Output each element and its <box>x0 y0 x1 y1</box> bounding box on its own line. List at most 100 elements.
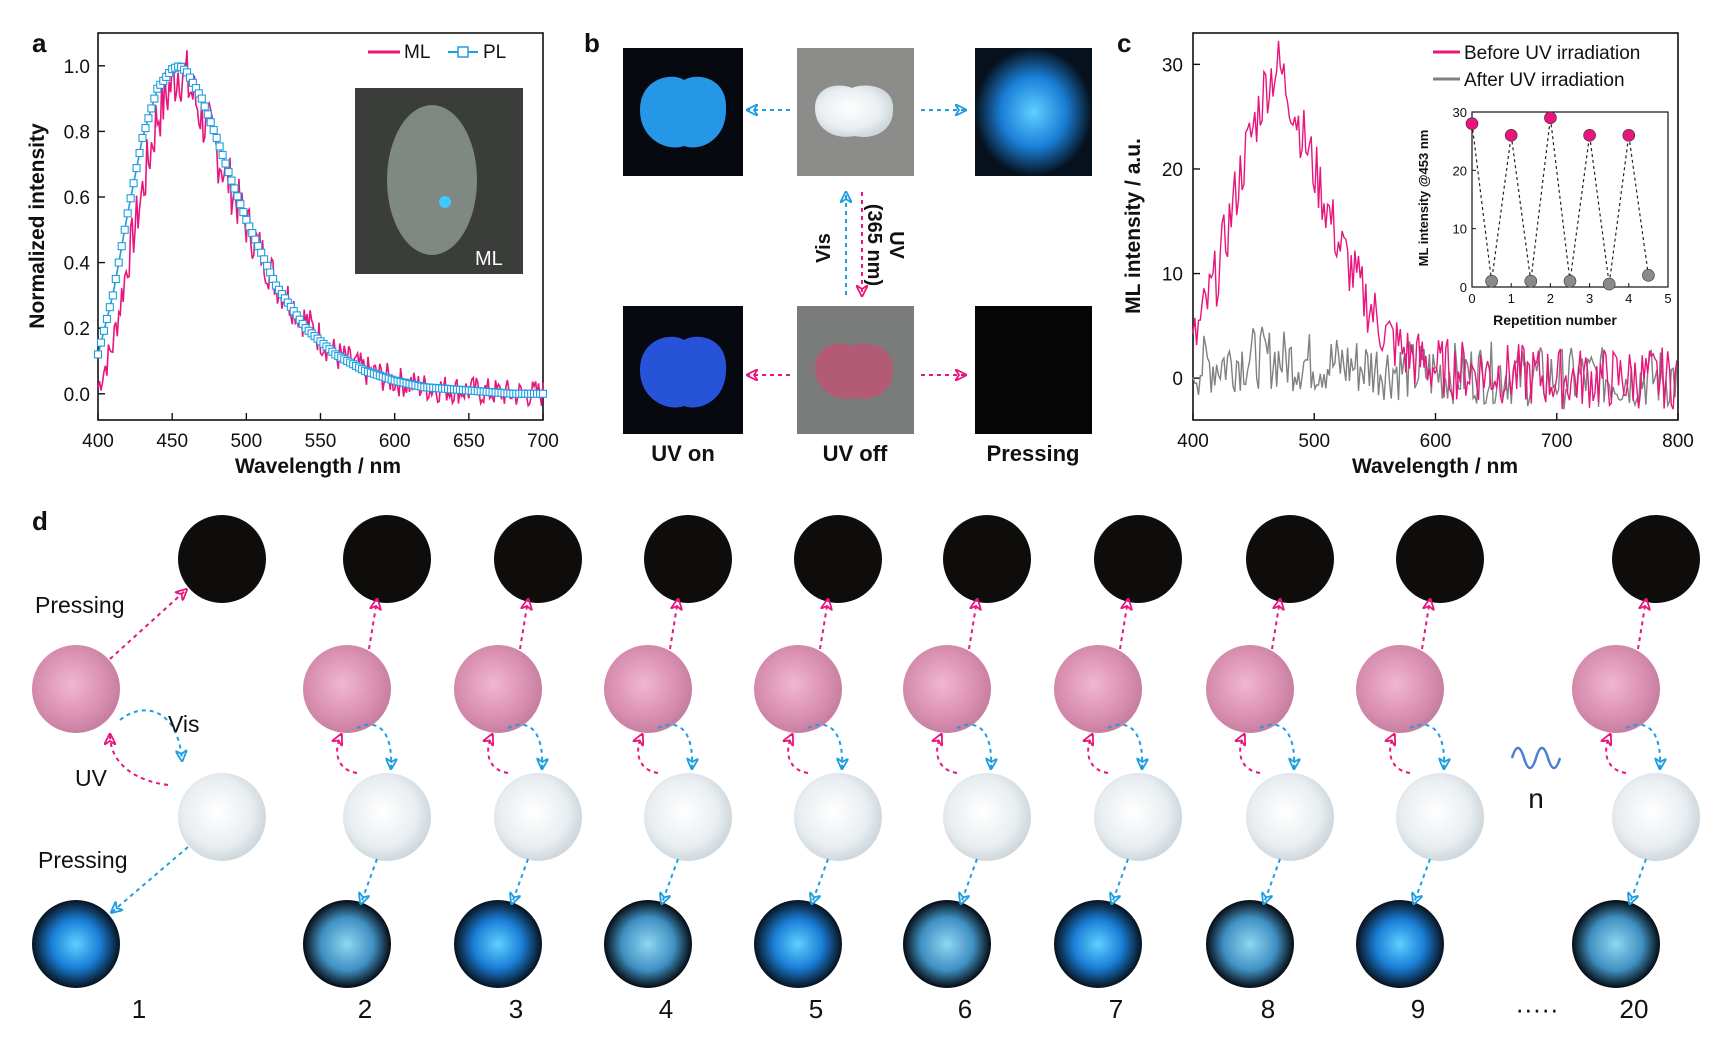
arrow-uv-loop <box>337 735 358 774</box>
inset-point <box>1563 274 1577 288</box>
inset-c-frame <box>1471 111 1669 288</box>
x-tick-label: 400 <box>82 431 114 452</box>
pl-point <box>230 184 239 193</box>
arrow-uv-loop <box>1240 735 1261 774</box>
ml-glow-circle <box>32 900 120 988</box>
white-crystal-circle <box>943 773 1031 861</box>
inset-point <box>1602 277 1616 291</box>
legend-before-label: Before UV irradiation <box>1464 43 1640 64</box>
cycle-number: 6 <box>958 994 972 1024</box>
pink-crystal-circle <box>754 645 842 733</box>
white-crystal-circle <box>343 773 431 861</box>
pl-point <box>96 338 106 347</box>
pl-point <box>206 118 215 127</box>
y-tick-label: 0.2 <box>64 319 90 340</box>
arrow-pressing-up <box>1271 600 1280 650</box>
dark-circle <box>178 515 266 603</box>
dark-circle <box>1246 515 1334 603</box>
pink-crystal-circle <box>1054 645 1142 733</box>
pl-point <box>236 200 245 209</box>
dark-circle <box>494 515 582 603</box>
arrow-pressing-top <box>109 590 186 660</box>
pl-point <box>224 168 233 177</box>
chart-c-xlabel: Wavelength / nm <box>1352 455 1518 478</box>
pl-point <box>141 124 150 133</box>
legend-after-label: After UV irradiation <box>1464 70 1625 91</box>
pl-point <box>538 389 548 398</box>
cycle-number: 3 <box>509 994 523 1024</box>
white-crystal-circle <box>1612 773 1700 861</box>
inset-point <box>1544 111 1557 125</box>
arrow-vis-loop <box>956 723 991 768</box>
wave-icon <box>1510 746 1562 770</box>
photo-pressing-bottom <box>975 306 1092 434</box>
inset-x-tick-label: 0 <box>1468 291 1475 306</box>
y-tick-label: 30 <box>1162 55 1183 76</box>
inset-y-tick-label: 20 <box>1453 163 1467 178</box>
pl-point <box>203 110 212 119</box>
white-crystal-circle <box>1094 773 1182 861</box>
pl-point <box>268 274 278 284</box>
pl-point <box>93 350 103 359</box>
pl-point <box>120 225 129 234</box>
chart-a: 400 450 500 550 600 650 7000.00.20.40.60.81.0 … <box>26 32 559 478</box>
inset-c-ylabel: ML intensity @453 nm <box>1416 130 1431 267</box>
inset-point <box>1524 274 1538 288</box>
arrow-uv-loop <box>488 735 509 774</box>
pink-crystal-circle <box>32 645 120 733</box>
arrow-vis-loop <box>807 723 842 768</box>
cycle-number: 7 <box>1109 994 1123 1024</box>
inset-point <box>1583 129 1596 142</box>
inset-x-tick-label: 3 <box>1586 291 1593 306</box>
inset-label: ML <box>475 248 503 270</box>
pl-point <box>105 303 114 312</box>
crystal-white-top <box>815 85 894 137</box>
cycle-number: 9 <box>1411 994 1425 1024</box>
pl-point <box>266 268 275 277</box>
arrow-pressing-up <box>519 600 528 650</box>
white-crystal-circle <box>494 773 582 861</box>
inset-crystal <box>387 105 477 255</box>
legend-pl-marker <box>457 46 469 58</box>
series-before-line <box>1192 40 1678 410</box>
dark-circle <box>1094 515 1182 603</box>
arrow-pressing-down <box>1414 858 1431 903</box>
pl-point <box>218 150 227 160</box>
panel-label-d: d <box>32 506 48 536</box>
y-tick-label: 10 <box>1162 265 1183 286</box>
pl-point <box>102 314 111 324</box>
cycle-number: 2 <box>358 994 372 1024</box>
white-crystal-circle <box>178 773 266 861</box>
arrow-pressing-up <box>819 600 828 650</box>
crystal-blue-top <box>640 76 727 148</box>
pink-crystal-circle <box>1206 645 1294 733</box>
arrow-pressing-up <box>968 600 977 650</box>
pl-point <box>257 248 266 257</box>
y-tick-label: 0 <box>1172 369 1183 390</box>
pl-point <box>114 258 123 267</box>
label-vis-d: Vis <box>168 711 200 737</box>
panel-label-c: c <box>1117 28 1131 58</box>
arrow-pressing-down <box>662 858 679 903</box>
inset-blue-spot <box>439 196 451 208</box>
inset-x-tick-label: 5 <box>1664 291 1671 306</box>
label-uv-on: UV on <box>651 441 715 466</box>
crystal-pink-bottom <box>815 343 894 399</box>
y-tick-label: 0.4 <box>64 254 91 275</box>
label-uv-d: UV <box>75 765 108 791</box>
inset-c-xlabel: Repetition number <box>1493 312 1617 328</box>
pl-point <box>117 242 126 251</box>
cycle-number: 8 <box>1261 994 1275 1024</box>
ml-glow-circle <box>1054 900 1142 988</box>
pl-point <box>248 229 257 238</box>
pl-point <box>135 148 144 158</box>
inset-point <box>1622 129 1636 142</box>
pl-point <box>227 176 236 185</box>
ml-glow-circle <box>1572 900 1660 988</box>
ml-glow-circle <box>604 900 692 988</box>
arrow-uv-loop <box>788 735 809 774</box>
pl-point <box>209 126 218 135</box>
ml-glow-circle <box>903 900 991 988</box>
pl-point <box>245 222 254 231</box>
